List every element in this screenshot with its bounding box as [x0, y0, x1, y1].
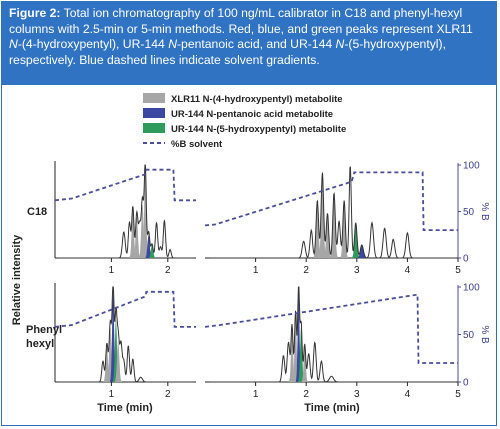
caption-italic-n-3: N [335, 37, 345, 52]
caption-line-1: Figure 2: Total ion chromatography of 10… [9, 6, 489, 22]
x-tick-label: 2 [303, 265, 309, 276]
x-tick-label: 2 [165, 389, 171, 400]
x-tick-label: 5 [455, 265, 461, 276]
x-tick-label: 1 [109, 265, 115, 276]
x-axis-title-right: Time (min) [304, 402, 360, 414]
right-tick-label: 0 [463, 254, 469, 265]
peak-fill-xlr11 [142, 168, 149, 258]
figure-caption: Figure 2: Total ion chromatography of 10… [1, 1, 497, 85]
peak-fill-hydroxypentyl [148, 245, 156, 258]
x-axis-title-left: Time (min) [97, 402, 153, 414]
caption-line-3: N-(4-hydroxypentyl), UR-144 N-pentanoic … [9, 37, 489, 53]
tic-trace [57, 164, 194, 259]
right-tick-label: 0 [463, 378, 469, 389]
caption-italic-n-2: N [168, 37, 177, 52]
peak-fill-hydroxypentyl [298, 326, 305, 382]
right-axis-title: % B [479, 202, 490, 221]
x-tick-label: 4 [405, 265, 411, 276]
peak-fill-xlr11 [114, 340, 122, 382]
caption-label: Figure 2: [9, 6, 61, 20]
row-label-c18: C18 [27, 206, 47, 218]
y-axis-title: Relative intensity [11, 234, 23, 325]
right-tick-label: 100 [463, 161, 480, 172]
peak-fill-xlr11 [129, 211, 137, 258]
solvent-gradient-line [204, 293, 458, 364]
legend-label-xlr11: XLR11 N-(4-hydroxypentyl) metabolite [171, 94, 343, 105]
legend-label-solvent: %B solvent [171, 139, 223, 150]
tic-trace [57, 286, 194, 383]
right-tick-label: 100 [463, 283, 480, 294]
right-tick-label: 50 [463, 207, 475, 218]
legend-swatch-xlr11 [143, 93, 165, 103]
legend-swatch-pentanoic [143, 108, 165, 118]
caption-line-3-c: -(5-hydroxypentyl), [344, 37, 446, 52]
solvent-gradient-line [54, 168, 196, 202]
peak-fill-pentanoic [145, 234, 152, 258]
x-tick-label: 2 [303, 389, 309, 400]
tic-trace [210, 166, 456, 259]
x-tick-label: 5 [455, 389, 461, 400]
x-tick-label: 3 [354, 389, 360, 400]
x-tick-label: 4 [405, 389, 411, 400]
legend-swatch-hydroxypentyl [143, 123, 165, 133]
legend-label-hydroxypentyl: UR-144 N-(5-hydroxypentyl) metabolite [171, 124, 346, 135]
panel-ph-long: 1 2 3 4 50 50 100 % B [204, 283, 490, 400]
solvent-gradient-line [54, 290, 196, 328]
panel-c18-long: 1 2 3 4 50 50 100 % B [204, 161, 490, 276]
row-label-hexyl: hexyl [26, 338, 54, 350]
legend-label-pentanoic: UR-144 N-pentanoic acid metabolite [171, 109, 333, 120]
peak-fill-xlr11 [289, 328, 296, 382]
x-tick-label: 1 [109, 389, 115, 400]
caption-line-2: columns with 2.5-min or 5-min methods. R… [9, 21, 473, 36]
caption-line-3-a: -(4-hydroxypentyl), UR-144 [17, 37, 169, 52]
caption-line-1-text: Total ion chromatography of 100 ng/mL ca… [60, 6, 463, 20]
x-tick-label: 1 [253, 265, 259, 276]
caption-line-4: respectively. Blue dashed lines indicate… [9, 52, 320, 67]
x-tick-label: 2 [165, 265, 171, 276]
peak-fill-xlr11 [133, 217, 141, 258]
caption-italic-n-1: N [9, 37, 18, 52]
peak-fill-xlr11 [301, 347, 308, 382]
right-tick-label: 50 [463, 330, 475, 341]
solvent-gradient-line [204, 171, 458, 232]
x-tick-label: 3 [354, 265, 360, 276]
caption-line-3-b: -pentanoic acid, and UR-144 [177, 37, 336, 52]
x-tick-label: 1 [253, 389, 259, 400]
row-label-phenyl: Phenyl [26, 324, 62, 336]
right-axis-title: % B [479, 325, 490, 344]
tic-trace [210, 286, 456, 383]
